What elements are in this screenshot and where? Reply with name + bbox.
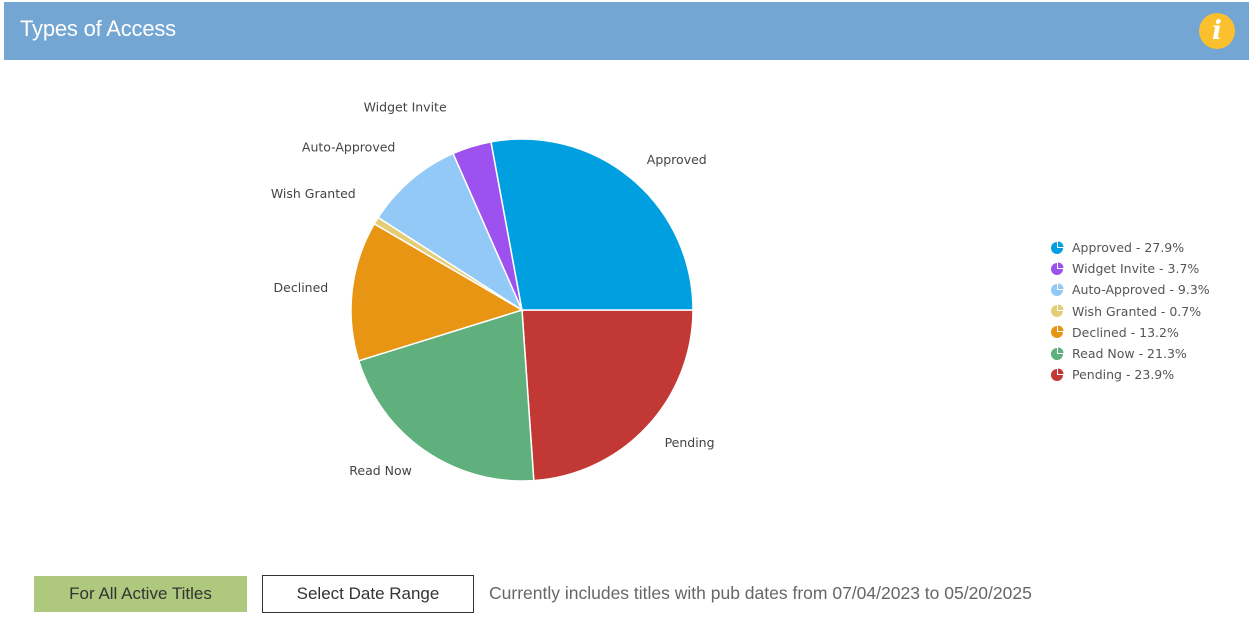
pie-slice-pending[interactable]	[521, 309, 694, 482]
slice-label: Auto-Approved	[302, 140, 395, 155]
pie-icon	[1051, 283, 1064, 296]
slice-label: Wish Granted	[271, 186, 356, 201]
slice-label: Widget Invite	[364, 100, 447, 115]
legend-item[interactable]: Pending - 23.9%	[1050, 364, 1210, 385]
slice-label: Declined	[274, 280, 329, 295]
legend-label: Pending - 23.9%	[1072, 367, 1175, 383]
pie-icon	[1051, 368, 1064, 381]
pie-slice-auto-approved[interactable]	[377, 152, 524, 312]
pie-chart: Pending Read Now Declined Wish Granted Auto-…	[271, 100, 715, 482]
pie-icon	[1051, 241, 1064, 254]
pie-icon	[1051, 262, 1064, 275]
legend-label: Read Now - 21.3%	[1072, 346, 1187, 362]
pie-slice-declined[interactable]	[350, 222, 524, 362]
legend-label: Declined - 13.2%	[1072, 324, 1179, 340]
legend-item[interactable]: Approved - 27.9%	[1050, 237, 1210, 258]
legend-item[interactable]: Auto-Approved - 9.3%	[1050, 279, 1210, 300]
legend-item[interactable]: Declined - 13.2%	[1050, 322, 1210, 343]
pie-icon	[1051, 347, 1064, 360]
chart-legend: Approved - 27.9% Widget Invite - 3.7% Au…	[1050, 237, 1210, 385]
pie-icon	[1051, 325, 1064, 339]
all-active-titles-button[interactable]: For All Active Titles	[34, 576, 247, 612]
slice-label: Pending	[665, 435, 715, 450]
slice-label: Approved	[647, 152, 707, 167]
date-range-note: Currently includes titles with pub dates…	[489, 583, 1032, 603]
slice-label: Read Now	[349, 463, 412, 478]
pie-icon	[1051, 304, 1064, 318]
legend-label: Auto-Approved - 9.3%	[1072, 282, 1210, 298]
page-title: Types of Access	[20, 16, 176, 41]
legend-item[interactable]: Wish Granted - 0.7%	[1050, 301, 1210, 322]
legend-label: Approved - 27.9%	[1072, 240, 1185, 256]
legend-label: Widget Invite - 3.7%	[1072, 261, 1200, 277]
info-icon[interactable]: i	[1199, 13, 1235, 49]
legend-item[interactable]: Read Now - 21.3%	[1050, 343, 1210, 364]
pie-slice-approved[interactable]	[490, 138, 694, 311]
legend-item[interactable]: Widget Invite - 3.7%	[1050, 258, 1210, 279]
select-date-range-button[interactable]: Select Date Range	[262, 575, 474, 613]
panel-header: Types of Access i	[4, 2, 1249, 60]
legend-label: Wish Granted - 0.7%	[1072, 303, 1202, 319]
pie-slice-read-now[interactable]	[357, 309, 535, 482]
